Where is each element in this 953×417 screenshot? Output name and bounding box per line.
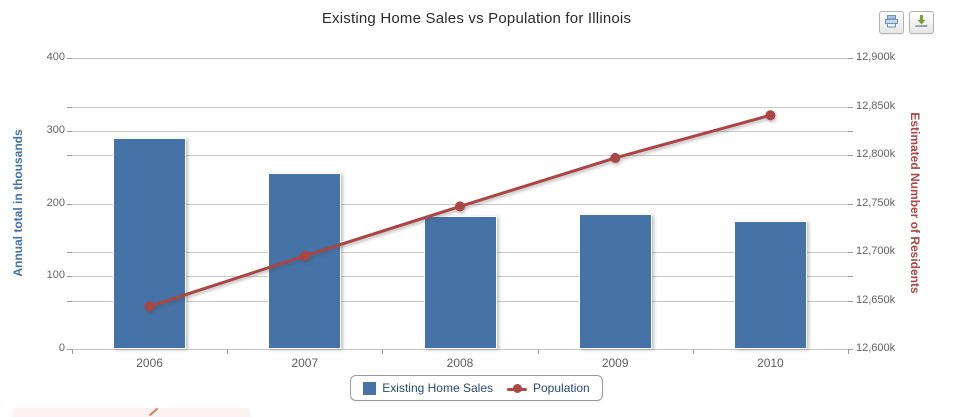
- legend-line-dot-marker-icon: [507, 382, 527, 395]
- gridline: [72, 130, 848, 132]
- left-axis-label-0: 0: [58, 342, 65, 354]
- export-button-group: [879, 11, 934, 34]
- left-axis-tick: [67, 155, 72, 156]
- legend-label: Existing Home Sales: [382, 381, 493, 395]
- x-axis-tick: [692, 349, 694, 354]
- legend-square-marker-icon: [363, 381, 377, 395]
- left-axis-tick: [67, 130, 72, 132]
- left-axis-tick: [67, 106, 72, 108]
- left-axis-label-100: 100: [46, 269, 65, 282]
- right-axis-tick: [848, 58, 853, 59]
- right-axis-tick: [848, 349, 853, 350]
- left-axis-label-400: 400: [46, 51, 65, 63]
- right-axis-label-12650k: 12,650k: [856, 293, 896, 306]
- right-axis-tick: [848, 106, 853, 108]
- right-axis-label-12850k: 12,850k: [856, 99, 896, 112]
- left-axis-title: Annual total in thousands: [11, 129, 25, 277]
- line-point-2006[interactable]: 2006: 12644: [144, 301, 155, 312]
- right-axis-tick: [848, 300, 853, 302]
- x-axis-tick: [537, 349, 539, 354]
- left-axis-tick: [67, 300, 72, 302]
- left-axis-tick: [67, 252, 72, 253]
- plot-area: 2006: 12644 2007: 12696 2008: 12747 2009: 1…: [67, 58, 853, 350]
- download-chart-button[interactable]: [909, 11, 934, 34]
- line-point-2009[interactable]: 2009: 12797: [610, 152, 621, 163]
- bar-2008[interactable]: [423, 215, 497, 349]
- right-axis-label-12750k: 12,750k: [856, 196, 896, 209]
- line-point-2007[interactable]: 2007: 12696: [299, 250, 310, 261]
- left-axis-tick: [67, 58, 72, 59]
- right-axis-label-12900k: 12,900k: [856, 51, 896, 63]
- left-axis-label-200: 200: [46, 196, 65, 209]
- bar-2010[interactable]: [733, 220, 807, 349]
- x-axis-label-2007: 2007: [291, 356, 319, 370]
- x-axis-label-2010: 2010: [757, 356, 784, 370]
- right-axis-tick: [848, 155, 853, 156]
- population-line-series: 2006: 12644 2007: 12696 2008: 12747 2009: 1…: [144, 110, 776, 312]
- bar-2009[interactable]: [578, 214, 652, 349]
- printer-icon: [884, 14, 899, 31]
- bar-2007[interactable]: [268, 172, 342, 349]
- x-axis-tick: [382, 349, 384, 354]
- x-axis-label-2009: 2009: [601, 356, 629, 370]
- x-axis-tick: [848, 349, 849, 354]
- x-axis-label-2006: 2006: [136, 356, 163, 370]
- chart-title: Existing Home Sales vs Population for Il…: [321, 10, 632, 27]
- x-axis-tick: [72, 349, 73, 354]
- line-point-2010[interactable]: 2010: 12841: [765, 110, 776, 121]
- chart-legend: Existing Home Sales Population: [350, 375, 603, 401]
- left-axis-tick: [67, 203, 72, 205]
- right-axis-label-12600k: 12,600k: [856, 342, 896, 354]
- x-axis-label-2008: 2008: [446, 356, 474, 370]
- right-axis-tick: [848, 130, 853, 132]
- left-axis-tick: [67, 276, 72, 278]
- bar-2006[interactable]: [113, 138, 187, 349]
- gridline: [72, 106, 848, 108]
- legend-item-existing-home-sales[interactable]: Existing Home Sales: [363, 381, 493, 395]
- gridline: [72, 58, 848, 59]
- right-axis-label-12800k: 12,800k: [856, 148, 896, 160]
- legend-label: Population: [533, 381, 590, 395]
- line-point-2008[interactable]: 2008: 12747: [455, 201, 465, 212]
- legend-item-population[interactable]: Population: [507, 381, 590, 395]
- right-axis-tick: [848, 276, 853, 278]
- cutoff-mark-icon: [148, 407, 159, 417]
- bottom-cutoff-element: [13, 407, 250, 417]
- gridline: [72, 349, 848, 350]
- print-chart-button[interactable]: [879, 11, 904, 34]
- download-icon: [914, 14, 929, 31]
- left-axis-label-300: 300: [46, 123, 65, 136]
- right-axis-tick: [848, 252, 853, 253]
- x-axis-tick: [227, 349, 229, 354]
- gridline: [72, 155, 848, 156]
- right-axis-tick: [848, 203, 853, 205]
- right-axis-label-12700k: 12,700k: [856, 245, 896, 257]
- left-axis-tick: [67, 349, 72, 350]
